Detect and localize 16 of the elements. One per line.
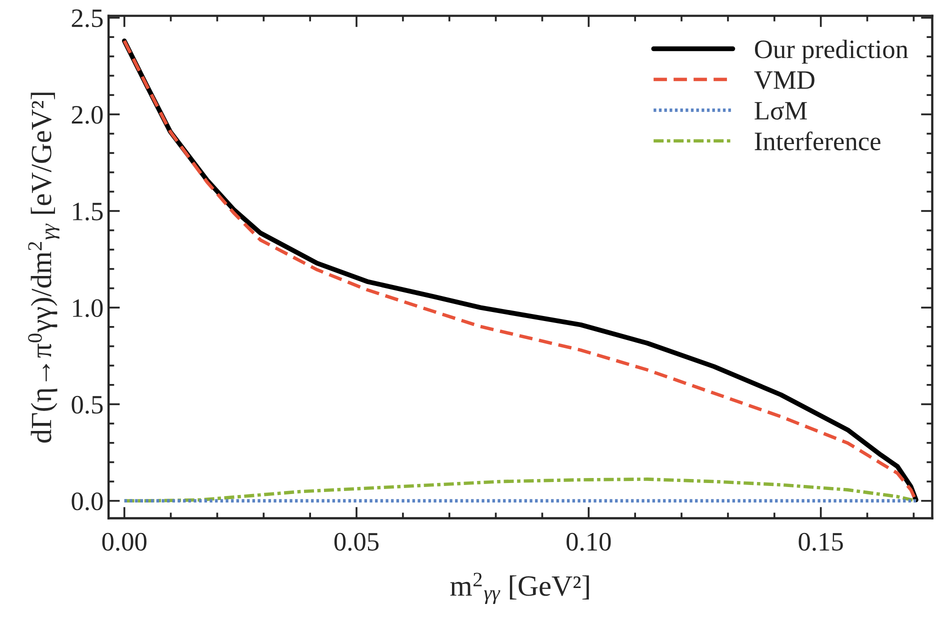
y-tick-label: 0.5: [72, 396, 103, 414]
y-tick-label: 2.0: [72, 106, 103, 124]
legend-label: Interference: [754, 132, 880, 150]
x-tick-label: 0.10: [566, 532, 611, 551]
y-tick-label: 1.5: [73, 202, 103, 221]
legend-label: Our prediction: [754, 40, 908, 64]
y-tick-label: 1.0: [73, 299, 103, 318]
y-axis-title: dΓ(η→π$^{0}$γγ)/dm$^{2}$$_{γγ}$ [eV/GeV²]: [28, 92, 60, 443]
legend-label: LσM: [754, 102, 807, 120]
x-axis-title: m$^{2}$$_{γγ}$ [GeV²]: [450, 572, 589, 604]
y-tick-label: 2.5: [72, 9, 103, 28]
x-tick-label: 0.15: [798, 532, 843, 551]
legend-label: VMD: [754, 71, 814, 90]
y-tick-label: 0.0: [72, 492, 103, 510]
x-tick-label: 0.05: [334, 532, 379, 551]
x-tick-label: 0.00: [102, 532, 146, 551]
